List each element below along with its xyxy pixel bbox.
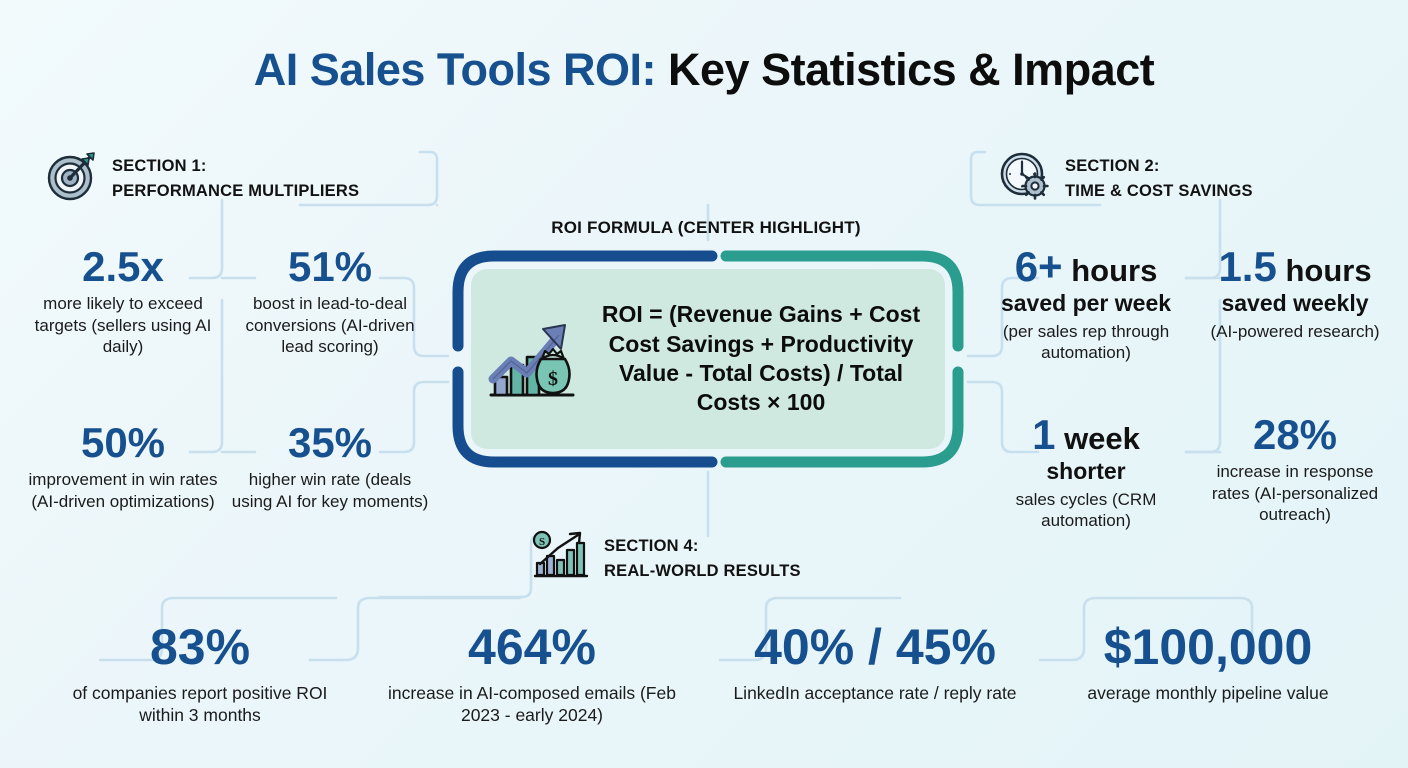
page-title: AI Sales Tools ROI: Key Statistics & Imp… [0, 44, 1408, 96]
stat-description: of companies report positive ROI within … [72, 683, 328, 726]
stat-number: 1.5 [1218, 243, 1277, 290]
section-header-real-world-results: S SECTION 4: REAL-WORLD RESULTS [532, 530, 801, 587]
stat-subtitle: saved weekly [1221, 290, 1369, 317]
formula-bracket-frame [452, 250, 964, 468]
stat-value: 464% [468, 619, 596, 675]
stat-2-5x: 2.5x more likely to exceed targets (sell… [18, 244, 228, 358]
section4-line1: SECTION 4: [604, 536, 699, 555]
stat-unit: week [1055, 421, 1140, 456]
stat-value: 1 week [982, 412, 1190, 457]
svg-text:S: S [539, 536, 545, 548]
stat-description: boost in lead-to-deal conversions (AI-dr… [245, 294, 415, 357]
stat-description: increase in response rates (AI-personali… [1211, 462, 1379, 525]
stat-value: 2.5x [82, 243, 164, 290]
stat-464-percent: 464% increase in AI-composed emails (Feb… [382, 620, 682, 726]
stat-28-percent: 28% increase in response rates (AI-perso… [1196, 412, 1394, 526]
roi-formula-box: $ ROI = (Revenue Gains + Cost Cost Savin… [450, 248, 966, 470]
stat-51-percent: 51% boost in lead-to-deal conversions (A… [230, 244, 430, 358]
stat-unit: hours [1276, 253, 1372, 288]
stat-35-percent: 35% higher win rate (deals using AI for … [230, 420, 430, 512]
stat-description: increase in AI-composed emails (Feb 2023… [388, 683, 676, 726]
clock-gear-icon [997, 148, 1053, 209]
stat-description: LinkedIn acceptance rate / reply rate [733, 683, 1017, 703]
section-header-time-cost-savings: SECTION 2: TIME & COST SAVINGS [997, 148, 1253, 209]
stat-value: 50% [80, 419, 166, 466]
stat-subtitle: shorter [1046, 458, 1126, 485]
section-header-performance-multipliers: SECTION 1: PERFORMANCE MULTIPLIERS [44, 148, 359, 209]
stat-description: (AI-powered research) [1210, 321, 1380, 341]
stat-value: 83% [149, 619, 251, 675]
stat-description: (per sales rep through automation) [1002, 321, 1170, 363]
stat-value: 1.5 hours [1196, 244, 1394, 289]
stat-6-plus-hours: 6+ hours saved per week (per sales rep t… [982, 244, 1190, 364]
roi-formula-content: $ ROI = (Revenue Gains + Cost Cost Savin… [471, 269, 945, 449]
roi-formula-text: ROI = (Revenue Gains + Cost Cost Savings… [601, 301, 921, 416]
section-header-text: SECTION 1: PERFORMANCE MULTIPLIERS [112, 154, 359, 204]
stat-description: higher win rate (deals using AI for key … [231, 470, 429, 511]
stat-value: 28% [1252, 411, 1338, 458]
stat-50-percent: 50% improvement in win rates (AI-driven … [18, 420, 228, 512]
stat-description: sales cycles (CRM automation) [1015, 489, 1157, 531]
stat-value: 6+ hours [982, 244, 1190, 289]
section2-line1: SECTION 2: [1065, 156, 1160, 175]
target-icon [44, 148, 100, 209]
stat-1-week-shorter: 1 week shorter sales cycles (CRM automat… [982, 412, 1190, 532]
stat-100000-dollars: $100,000 average monthly pipeline value [1058, 620, 1358, 704]
stat-value: 51% [287, 243, 373, 290]
stat-value: 35% [287, 419, 373, 466]
stat-description: average monthly pipeline value [1087, 683, 1329, 703]
stat-value: $100,000 [1103, 619, 1313, 675]
section4-line2: REAL-WORLD RESULTS [604, 561, 801, 580]
stat-number: 1 [1032, 411, 1056, 458]
section2-line2: TIME & COST SAVINGS [1065, 181, 1253, 200]
roi-formula-label: ROI FORMULA (CENTER HIGHLIGHT) [551, 218, 861, 237]
stat-number: 6+ [1014, 243, 1063, 290]
page-title-primary: AI Sales Tools ROI: [253, 44, 657, 95]
stat-description: improvement in win rates (AI-driven opti… [28, 470, 218, 511]
money-bag-growth-icon: $ [485, 307, 581, 412]
stat-value: 40% / 45% [754, 619, 996, 675]
money-growth-chart-icon: S [532, 530, 592, 587]
svg-text:$: $ [548, 368, 558, 390]
stat-40-45-percent: 40% / 45% LinkedIn acceptance rate / rep… [725, 620, 1025, 704]
section1-line1: SECTION 1: [112, 156, 207, 175]
stat-description: more likely to exceed targets (sellers u… [34, 294, 212, 357]
stat-unit: hours [1062, 253, 1158, 288]
section-header-text: SECTION 4: REAL-WORLD RESULTS [604, 534, 801, 584]
section1-line2: PERFORMANCE MULTIPLIERS [112, 181, 360, 200]
stat-1-5-hours: 1.5 hours saved weekly (AI-powered resea… [1196, 244, 1394, 342]
stat-83-percent: 83% of companies report positive ROI wit… [50, 620, 350, 726]
section-header-text: SECTION 2: TIME & COST SAVINGS [1065, 154, 1253, 204]
stat-subtitle: saved per week [1000, 290, 1172, 317]
page-title-secondary: Key Statistics & Impact [656, 44, 1155, 95]
